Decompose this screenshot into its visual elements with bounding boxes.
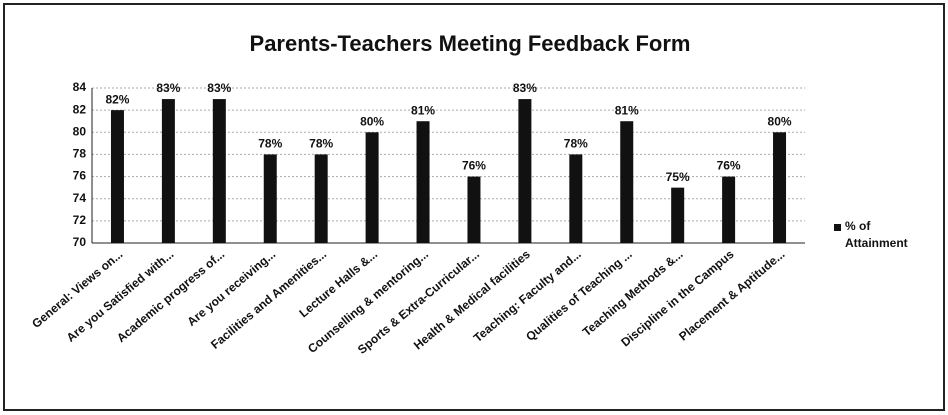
value-label: 76% (717, 159, 741, 173)
y-tick-label: 78 (73, 147, 87, 161)
value-label: 80% (768, 114, 792, 128)
legend-label: % of Attainment (845, 219, 908, 250)
value-label: 75% (666, 170, 690, 184)
value-label: 83% (207, 81, 231, 95)
bar (773, 132, 787, 243)
bar (263, 154, 277, 243)
bar (314, 154, 328, 243)
bar (518, 99, 532, 243)
bar (365, 132, 379, 243)
value-label: 80% (360, 114, 384, 128)
value-label: 82% (105, 92, 129, 106)
y-tick-label: 72 (73, 213, 87, 227)
bar (671, 187, 685, 243)
chart-title: Parents-Teachers Meeting Feedback Form (250, 31, 691, 56)
value-label: 78% (309, 137, 333, 151)
legend-swatch (834, 224, 841, 231)
value-label: 83% (156, 81, 180, 95)
y-tick-label: 84 (73, 80, 87, 94)
value-label: 81% (615, 103, 639, 117)
bar (569, 154, 583, 243)
value-label: 78% (258, 137, 282, 151)
bar (161, 99, 175, 243)
bar (110, 110, 124, 244)
value-label: 81% (411, 103, 435, 117)
legend-entry: % of Attainment (845, 219, 908, 250)
bar (620, 121, 634, 243)
bar (467, 176, 481, 243)
bar (722, 176, 736, 243)
y-tick-label: 76 (73, 169, 87, 183)
bar (212, 99, 226, 243)
y-tick-label: 82 (73, 102, 87, 116)
y-tick-label: 80 (73, 124, 87, 138)
bar (416, 121, 430, 243)
value-label: 78% (564, 137, 588, 151)
value-label: 76% (462, 159, 486, 173)
value-label: 83% (513, 81, 537, 95)
y-tick-label: 70 (73, 235, 87, 249)
y-tick-label: 74 (73, 191, 87, 205)
